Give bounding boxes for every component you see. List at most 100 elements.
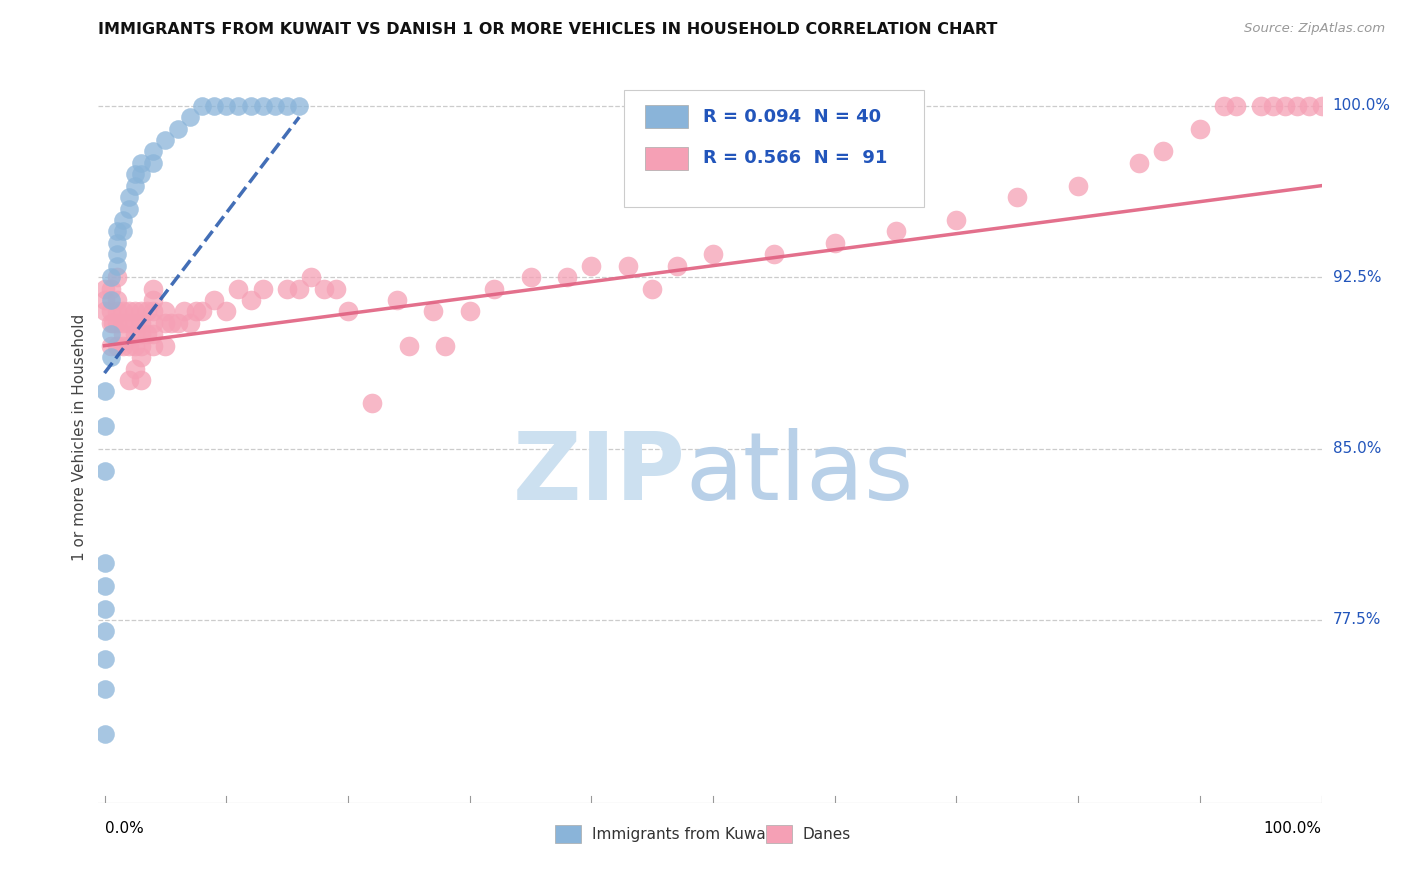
Point [124,304,146,318]
Point [142,338,165,352]
Point [215,304,238,318]
Point [179,316,201,330]
Point [124,167,146,181]
Point [100,327,122,342]
Point [142,281,165,295]
Point [239,293,262,307]
Point [276,98,298,112]
Point [93,601,115,615]
Point [1298,98,1320,112]
Point [228,281,250,295]
Point [581,259,603,273]
FancyBboxPatch shape [624,90,924,207]
Point [124,316,146,330]
Text: Danes: Danes [803,827,851,841]
Point [155,338,177,352]
Point [361,396,384,410]
Point [1310,98,1333,112]
Point [202,293,225,307]
Point [100,304,122,318]
Point [129,304,152,318]
Point [93,727,115,741]
Point [252,281,274,295]
Text: Immigrants from Kuwait: Immigrants from Kuwait [592,827,776,841]
Point [118,304,141,318]
Text: Source: ZipAtlas.com: Source: ZipAtlas.com [1244,22,1385,36]
Point [1274,98,1296,112]
Point [1286,98,1309,112]
Point [155,316,177,330]
Point [1067,178,1090,193]
Text: 85.0%: 85.0% [1333,441,1381,456]
Point [228,98,250,112]
Point [118,190,141,204]
Point [124,178,146,193]
Point [129,338,152,352]
Point [519,270,541,285]
Point [129,373,152,387]
Text: 77.5%: 77.5% [1333,613,1381,627]
Point [482,281,505,295]
Point [129,350,152,364]
Point [105,338,128,352]
Point [93,281,115,295]
Point [142,327,165,342]
Text: R = 0.094  N = 40: R = 0.094 N = 40 [703,108,880,126]
Point [93,624,115,639]
Point [336,304,359,318]
Point [129,316,152,330]
Text: ZIP: ZIP [513,427,686,520]
Point [142,293,165,307]
Point [93,681,115,696]
Point [325,281,347,295]
Point [173,304,195,318]
Point [93,652,115,666]
Point [105,235,128,250]
Text: atlas: atlas [686,427,914,520]
Point [191,98,214,112]
Point [105,270,128,285]
Point [160,316,183,330]
Point [100,316,122,330]
Point [100,350,122,364]
Point [118,202,141,216]
Point [93,293,115,307]
Point [385,293,408,307]
Point [155,304,177,318]
Point [93,464,115,478]
Point [111,224,134,238]
Point [202,98,225,112]
Point [641,281,664,295]
Point [617,259,640,273]
Point [100,270,122,285]
Text: 92.5%: 92.5% [1333,269,1381,285]
Point [1261,98,1284,112]
Text: 100.0%: 100.0% [1333,98,1391,113]
Point [93,579,115,593]
Point [191,304,214,318]
Point [118,316,141,330]
Point [1007,190,1029,204]
Point [124,361,146,376]
Point [702,247,724,261]
Point [155,133,177,147]
Text: 100.0%: 100.0% [1264,821,1322,836]
Point [215,98,238,112]
Point [762,247,785,261]
Point [884,224,907,238]
Point [100,281,122,295]
Point [136,304,159,318]
Point [239,98,262,112]
Point [184,304,207,318]
Y-axis label: 1 or more Vehicles in Household: 1 or more Vehicles in Household [72,313,87,561]
Point [93,556,115,570]
Point [105,304,128,318]
Point [129,327,152,342]
Point [142,145,165,159]
Point [312,281,335,295]
Point [93,418,115,433]
Point [398,338,420,352]
Point [1128,155,1150,169]
Point [288,98,311,112]
Point [458,304,481,318]
